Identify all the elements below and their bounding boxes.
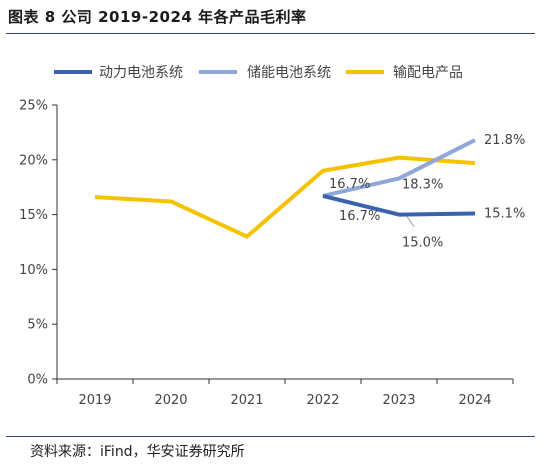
label-leader-line — [406, 216, 415, 227]
x-tick-label: 2023 — [382, 393, 415, 408]
x-tick-label: 2021 — [230, 393, 263, 408]
line-chart: 动力电池系统 储能电池系统 输配电产品 0%5%10%15%20%25% 2019 2… — [19, 65, 525, 408]
y-tick-label: 5% — [27, 318, 48, 333]
data-labels: 16.7% 15.0% 15.1% 16.7% 18.3% 21.8% — [329, 133, 525, 251]
y-tick-label: 10% — [19, 263, 48, 278]
footer-rule — [6, 436, 535, 437]
x-axis: 2019 2020 2021 2022 2023 2024 — [56, 378, 514, 408]
x-tick-label: 2022 — [306, 393, 339, 408]
y-tick-label: 15% — [19, 208, 48, 223]
data-label: 15.0% — [402, 236, 443, 251]
y-tick-label: 25% — [19, 99, 48, 114]
y-tick-label: 0% — [27, 373, 48, 388]
legend-label: 储能电池系统 — [247, 65, 331, 81]
x-tick-label: 2019 — [78, 393, 111, 408]
series-line-1 — [322, 138, 476, 198]
legend-label: 动力电池系统 — [99, 65, 183, 81]
title-rule — [6, 33, 535, 34]
x-tick-label: 2024 — [458, 393, 491, 408]
data-label: 16.7% — [329, 177, 370, 192]
data-label: 18.3% — [402, 177, 443, 192]
data-label: 21.8% — [484, 133, 525, 148]
y-tick-label: 20% — [19, 153, 48, 168]
y-axis: 0% 5% 10% 15% 20% 25% — [19, 99, 58, 388]
source-note: 资料来源：iFind，华安证券研究所 — [30, 444, 245, 460]
data-label: 16.7% — [339, 209, 380, 224]
series-line-2 — [94, 155, 476, 239]
plot-area — [94, 138, 476, 239]
chart-title: 图表 8 公司 2019-2024 年各产品毛利率 — [8, 8, 307, 26]
legend: 动力电池系统 储能电池系统 输配电产品 — [54, 65, 463, 81]
legend-label: 输配电产品 — [393, 65, 463, 81]
series-line-0 — [322, 194, 476, 217]
data-label: 15.1% — [484, 207, 525, 222]
x-tick-label: 2020 — [154, 393, 187, 408]
